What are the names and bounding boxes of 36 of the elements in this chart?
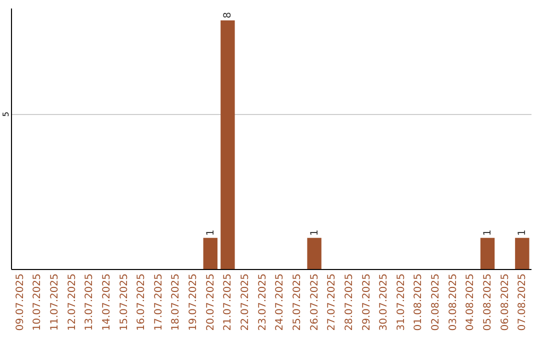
- x-tick-label: 02.08.2025: [430, 274, 442, 331]
- x-tick-label: 09.07.2025: [14, 274, 26, 331]
- x-tick-label: 16.07.2025: [136, 274, 148, 331]
- x-tick-label: 25.07.2025: [292, 274, 303, 331]
- x-tick-label: 23.07.2025: [257, 274, 268, 331]
- x-tick-label: 26.07.2025: [309, 274, 320, 331]
- x-tick-label: 13.07.2025: [84, 274, 96, 331]
- x-tick-label: 31.07.2025: [396, 274, 407, 331]
- x-tick-label: 05.08.2025: [482, 274, 494, 331]
- x-tick-label: 24.07.2025: [274, 274, 286, 331]
- x-tick-label: 19.07.2025: [188, 274, 200, 331]
- data-label: 1: [309, 230, 320, 236]
- x-tick-label: 27.07.2025: [326, 274, 338, 331]
- data-label: 8: [222, 12, 234, 18]
- x-tick-label: 07.08.2025: [517, 274, 528, 331]
- x-tick-label: 20.07.2025: [205, 274, 216, 331]
- x-tick-label: 14.07.2025: [101, 274, 112, 331]
- x-tick-label: 28.07.2025: [344, 274, 355, 331]
- x-tick-label: 18.07.2025: [170, 274, 182, 331]
- x-tick-label: 12.07.2025: [66, 274, 78, 331]
- x-tick-label: 17.07.2025: [153, 274, 164, 331]
- data-label: 1: [205, 230, 216, 236]
- data-label: 1: [482, 230, 494, 236]
- x-tick-label: 30.07.2025: [378, 274, 390, 331]
- x-tick-label: 15.07.2025: [118, 274, 130, 331]
- x-tick-label: 22.07.2025: [240, 274, 252, 331]
- x-tick-label: 06.08.2025: [500, 274, 511, 331]
- x-tick-label: 21.07.2025: [222, 274, 234, 331]
- y-tick-label: 5: [2, 112, 10, 117]
- x-tick-label: 29.07.2025: [361, 274, 372, 331]
- x-tick-label: 10.07.2025: [32, 274, 44, 331]
- x-tick-label: 04.08.2025: [465, 274, 476, 331]
- x-tick-label: 03.08.2025: [448, 274, 459, 331]
- data-label: 1: [517, 230, 528, 236]
- x-tick-label: 01.08.2025: [413, 274, 424, 331]
- x-tick-label: 11.07.2025: [49, 274, 60, 331]
